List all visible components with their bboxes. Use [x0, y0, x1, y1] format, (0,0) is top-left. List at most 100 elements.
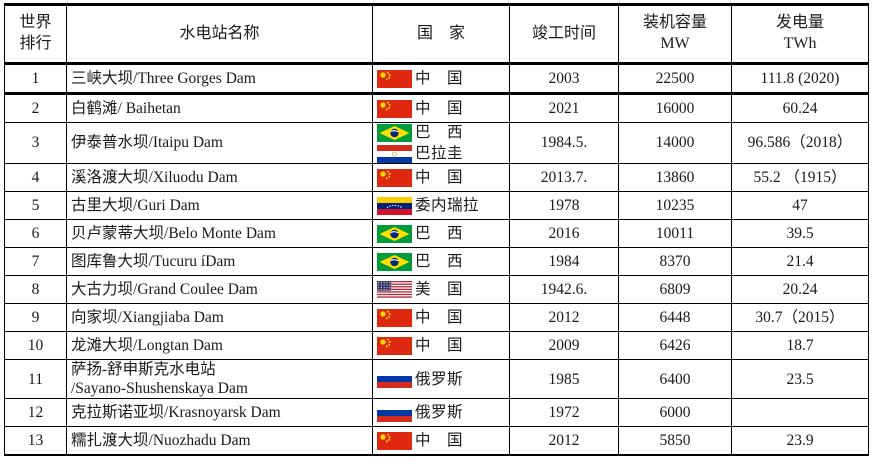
table-row: 12 克拉斯诺亚坝/Krasnoyarsk Dam 俄罗斯 1972 6000 [4, 398, 869, 428]
cell-completion-date: 1972 [509, 398, 619, 428]
cell-country: 中 国 [372, 303, 510, 332]
column-header-name: 水电站名称 [66, 4, 373, 65]
station-name-english: /Xiluodu Dam [148, 168, 238, 186]
cell-completion-date: 2012 [509, 426, 619, 456]
cell-annual-generation: 60.24 [731, 93, 869, 123]
cell-station-name: 伊泰普水坝/Itaipu Dam [66, 122, 373, 164]
station-name-english: / Baihetan [117, 99, 181, 117]
country-entry: 中 国 [377, 431, 505, 450]
country-entry: 巴 西 [377, 123, 505, 142]
table-row: 2 白鹤滩/ Baihetan 中 国 2021 16000 60.24 [4, 93, 869, 123]
country-list: 中 国 [377, 336, 505, 355]
cell-country: 俄罗斯 [372, 398, 510, 428]
country-entry: 巴 西 [377, 224, 505, 243]
table-row: 9 向家坝/Xiangjiaba Dam 中 国 2012 6448 30.7（2015） [4, 303, 869, 332]
cell-installed-capacity: 6400 [618, 358, 732, 400]
country-entry: 中 国 [377, 336, 505, 355]
ru-flag-icon [377, 370, 412, 389]
country-list: 委内瑞拉 [377, 196, 505, 215]
cell-station-name: 龙滩大坝/Longtan Dam [66, 331, 373, 360]
cn-flag-icon [377, 308, 412, 327]
cell-completion-date: 1985 [509, 358, 619, 400]
country-label: 中 国 [415, 432, 464, 450]
cn-flag-icon [377, 99, 412, 118]
cn-flag-icon [377, 336, 412, 355]
cell-rank: 8 [4, 275, 67, 304]
country-label: 巴拉圭 [415, 144, 464, 162]
cell-completion-date: 2021 [509, 93, 619, 123]
cell-completion-date: 2003 [509, 63, 619, 95]
cell-annual-generation: 23.9 [731, 426, 869, 456]
station-name-chinese: 克拉斯诺亚坝 [71, 404, 165, 422]
station-name-chinese: 伊泰普水坝 [71, 134, 149, 152]
station-name-chinese: 三峡大坝 [71, 69, 134, 87]
cell-country: 中 国 [372, 63, 510, 95]
cell-country: 巴 西巴拉圭 [372, 122, 510, 164]
country-entry: 美 国 [377, 280, 505, 299]
cell-rank: 2 [4, 93, 67, 123]
station-name-english: /Itaipu Dam [148, 134, 223, 152]
station-name-chinese: 糯扎渡大坝 [71, 432, 149, 450]
column-header-generation: 发电量 TWh [731, 4, 869, 65]
table-row: 8 大古力坝/Grand Coulee Dam 美 国 1942.6. 6809 20.2… [4, 275, 869, 304]
table-row: 1 三峡大坝/Three Gorges Dam 中 国 2003 22500 111.8 … [4, 63, 869, 95]
cell-completion-date: 2012 [509, 303, 619, 332]
column-header-generation-line2: TWh [783, 35, 817, 52]
cell-installed-capacity: 10011 [618, 219, 732, 248]
country-label: 委内瑞拉 [415, 196, 480, 214]
country-entry: 中 国 [377, 69, 505, 88]
cell-installed-capacity: 14000 [618, 122, 732, 164]
column-header-capacity: 装机容量 MW [618, 4, 732, 65]
country-label: 俄罗斯 [415, 404, 464, 422]
cell-annual-generation: 23.5 [731, 358, 869, 400]
cell-rank: 9 [4, 303, 67, 332]
cell-completion-date: 1984.5. [509, 122, 619, 164]
cell-completion-date: 1984 [509, 247, 619, 276]
station-name-chinese: 白鹤滩 [71, 99, 118, 117]
station-name-english: /Belo Monte Dam [164, 224, 276, 242]
cell-station-name: 向家坝/Xiangjiaba Dam [66, 303, 373, 332]
cell-country: 俄罗斯 [372, 358, 510, 400]
station-name-english: /Krasnoyarsk Dam [164, 404, 281, 422]
table-row: 11 萨扬-舒申斯克水电站/Sayano-Shushenskaya Dam 俄罗斯 1… [4, 358, 869, 400]
country-list: 中 国 [377, 69, 505, 88]
cell-installed-capacity: 5850 [618, 426, 732, 456]
cell-country: 中 国 [372, 163, 510, 192]
cell-station-name: 三峡大坝/Three Gorges Dam [66, 63, 373, 95]
country-label: 中 国 [415, 69, 464, 87]
cell-country: 巴 西 [372, 219, 510, 248]
cn-flag-icon [377, 69, 412, 88]
column-header-rank-line1: 世界 [19, 14, 52, 32]
cell-completion-date: 2009 [509, 331, 619, 360]
py-flag-icon [377, 144, 412, 163]
br-flag-icon [377, 123, 412, 142]
country-list: 巴 西 [377, 252, 505, 271]
cell-rank: 11 [4, 358, 67, 400]
country-list: 巴 西巴拉圭 [377, 123, 505, 163]
cell-rank: 1 [4, 63, 67, 95]
country-label: 中 国 [415, 308, 464, 326]
station-name-chinese: 古里大坝 [71, 196, 134, 214]
station-name-chinese: 大古力坝 [71, 280, 134, 298]
cell-installed-capacity: 6426 [618, 331, 732, 360]
country-label: 美 国 [415, 280, 464, 298]
column-header-date: 竣工时间 [509, 4, 619, 65]
cell-station-name: 白鹤滩/ Baihetan [66, 93, 373, 123]
station-name-english: /Nuozhadu Dam [148, 432, 251, 450]
cell-completion-date: 2016 [509, 219, 619, 248]
cn-flag-icon [377, 431, 412, 450]
cell-annual-generation: 47 [731, 191, 869, 220]
country-label: 巴 西 [415, 123, 464, 141]
station-name-chinese: 溪洛渡大坝 [71, 168, 149, 186]
table-row: 7 图库鲁大坝/Tucuru íDam 巴 西 1984 8370 21.4 [4, 247, 869, 276]
country-list: 巴 西 [377, 224, 505, 243]
cell-rank: 12 [4, 398, 67, 428]
table-row: 10 龙滩大坝/Longtan Dam 中 国 2009 6426 18.7 [4, 331, 869, 360]
cell-annual-generation [731, 398, 869, 428]
column-header-country: 国 家 [372, 4, 510, 65]
country-list: 中 国 [377, 99, 505, 118]
column-header-date-line1: 竣工时间 [531, 24, 596, 42]
cell-rank: 13 [4, 426, 67, 456]
cn-flag-icon [377, 168, 412, 187]
country-entry: 巴拉圭 [377, 144, 505, 163]
